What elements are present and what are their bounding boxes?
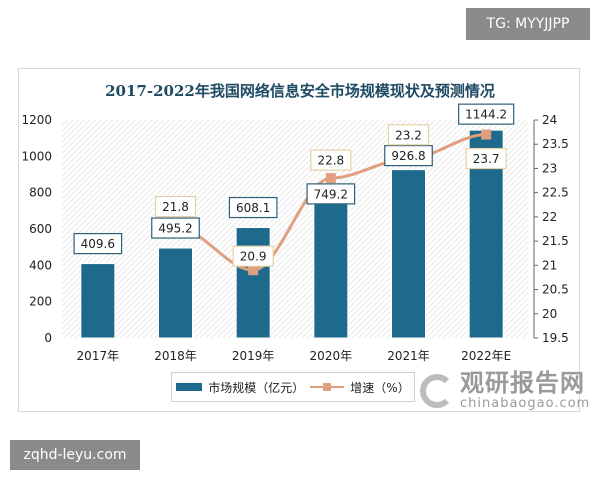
growth-value-label: 23.2 xyxy=(395,128,422,142)
bar xyxy=(313,201,349,339)
bar-value-label-box xyxy=(458,103,515,125)
legend-line-label: 增速（%） xyxy=(350,380,410,395)
growth-point xyxy=(481,129,492,140)
chinabaogao-logo: 观研报告网 chinabaogao.com xyxy=(420,370,590,411)
growth-point xyxy=(248,265,259,276)
watermark-bottom-left: zqhd-leyu.com xyxy=(10,440,140,470)
left-tick-label: 600 xyxy=(29,222,52,236)
right-tick-label: 20 xyxy=(542,307,557,321)
growth-value-label: 21.8 xyxy=(162,200,189,214)
right-tick-label: 22.5 xyxy=(542,186,569,200)
right-tick-label: 21.5 xyxy=(542,234,569,248)
right-tick-label: 20.5 xyxy=(542,283,569,297)
bar-value-label: 608.1 xyxy=(236,201,270,215)
bar-value-label-box xyxy=(306,183,356,205)
bar-value-label: 926.8 xyxy=(391,149,425,163)
growth-value-label-box xyxy=(154,195,197,218)
plot-area xyxy=(62,120,528,338)
watermark-top-right: TG: MYYJJPP xyxy=(466,8,590,40)
bar-value-label: 495.2 xyxy=(158,222,192,236)
x-tick-label: 2018年 xyxy=(154,349,197,363)
chart-title: 2017-2022年我国网络信息安全市场规模现状及预测情况 xyxy=(105,82,495,100)
bar-value-label-box xyxy=(151,217,200,239)
bar xyxy=(158,247,193,339)
bar-value-label: 1144.2 xyxy=(465,108,507,122)
growth-value-label-box xyxy=(232,245,274,267)
right-tick-label: 23.5 xyxy=(542,137,569,151)
growth-point xyxy=(325,173,336,184)
bar-value-label: 749.2 xyxy=(314,187,348,201)
logo-swirl-icon xyxy=(420,374,454,408)
right-tick-label: 22 xyxy=(542,210,557,224)
right-tick-label: 19.5 xyxy=(542,331,569,345)
growth-value-label-box xyxy=(310,149,352,171)
bar xyxy=(235,227,271,339)
left-tick-label: 1000 xyxy=(21,149,52,163)
logo-en-text: chinabaogao.com xyxy=(460,396,591,411)
left-tick-label: 800 xyxy=(29,186,52,200)
x-tick-label: 2019年 xyxy=(232,349,275,363)
legend: 市场规模（亿元） 增速（%） xyxy=(171,372,415,402)
growth-value-label-box xyxy=(387,124,430,146)
left-tick-label: 0 xyxy=(44,331,52,345)
x-tick-label: 2020年 xyxy=(310,349,353,363)
left-tick-label: 200 xyxy=(29,295,52,309)
legend-bar-label: 市场规模（亿元） xyxy=(208,380,305,395)
growth-value-label: 22.8 xyxy=(317,154,344,168)
logo-cn-text: 观研报告网 xyxy=(460,369,585,397)
bar xyxy=(391,169,426,339)
x-tick-label: 2017年 xyxy=(77,349,120,363)
right-tick-label: 21 xyxy=(542,258,557,272)
growth-value-label-box xyxy=(465,147,507,170)
bar-value-label-box xyxy=(228,196,278,219)
growth-value-label: 23.7 xyxy=(473,152,500,166)
legend-bar-swatch xyxy=(176,383,203,391)
bar-value-label-box xyxy=(73,232,123,255)
right-tick-label: 24 xyxy=(542,113,557,127)
x-tick-label: 2022年E xyxy=(461,349,511,363)
x-tick-label: 2021年 xyxy=(387,349,430,363)
legend-line-swatch xyxy=(310,383,345,391)
growth-value-label: 20.9 xyxy=(240,250,267,264)
left-tick-label: 400 xyxy=(29,258,52,272)
left-tick-label: 1200 xyxy=(21,113,52,127)
right-tick-label: 23 xyxy=(542,161,557,175)
bar xyxy=(80,263,116,339)
bar-value-label-box xyxy=(384,145,433,167)
bar-value-label: 409.6 xyxy=(81,237,115,251)
